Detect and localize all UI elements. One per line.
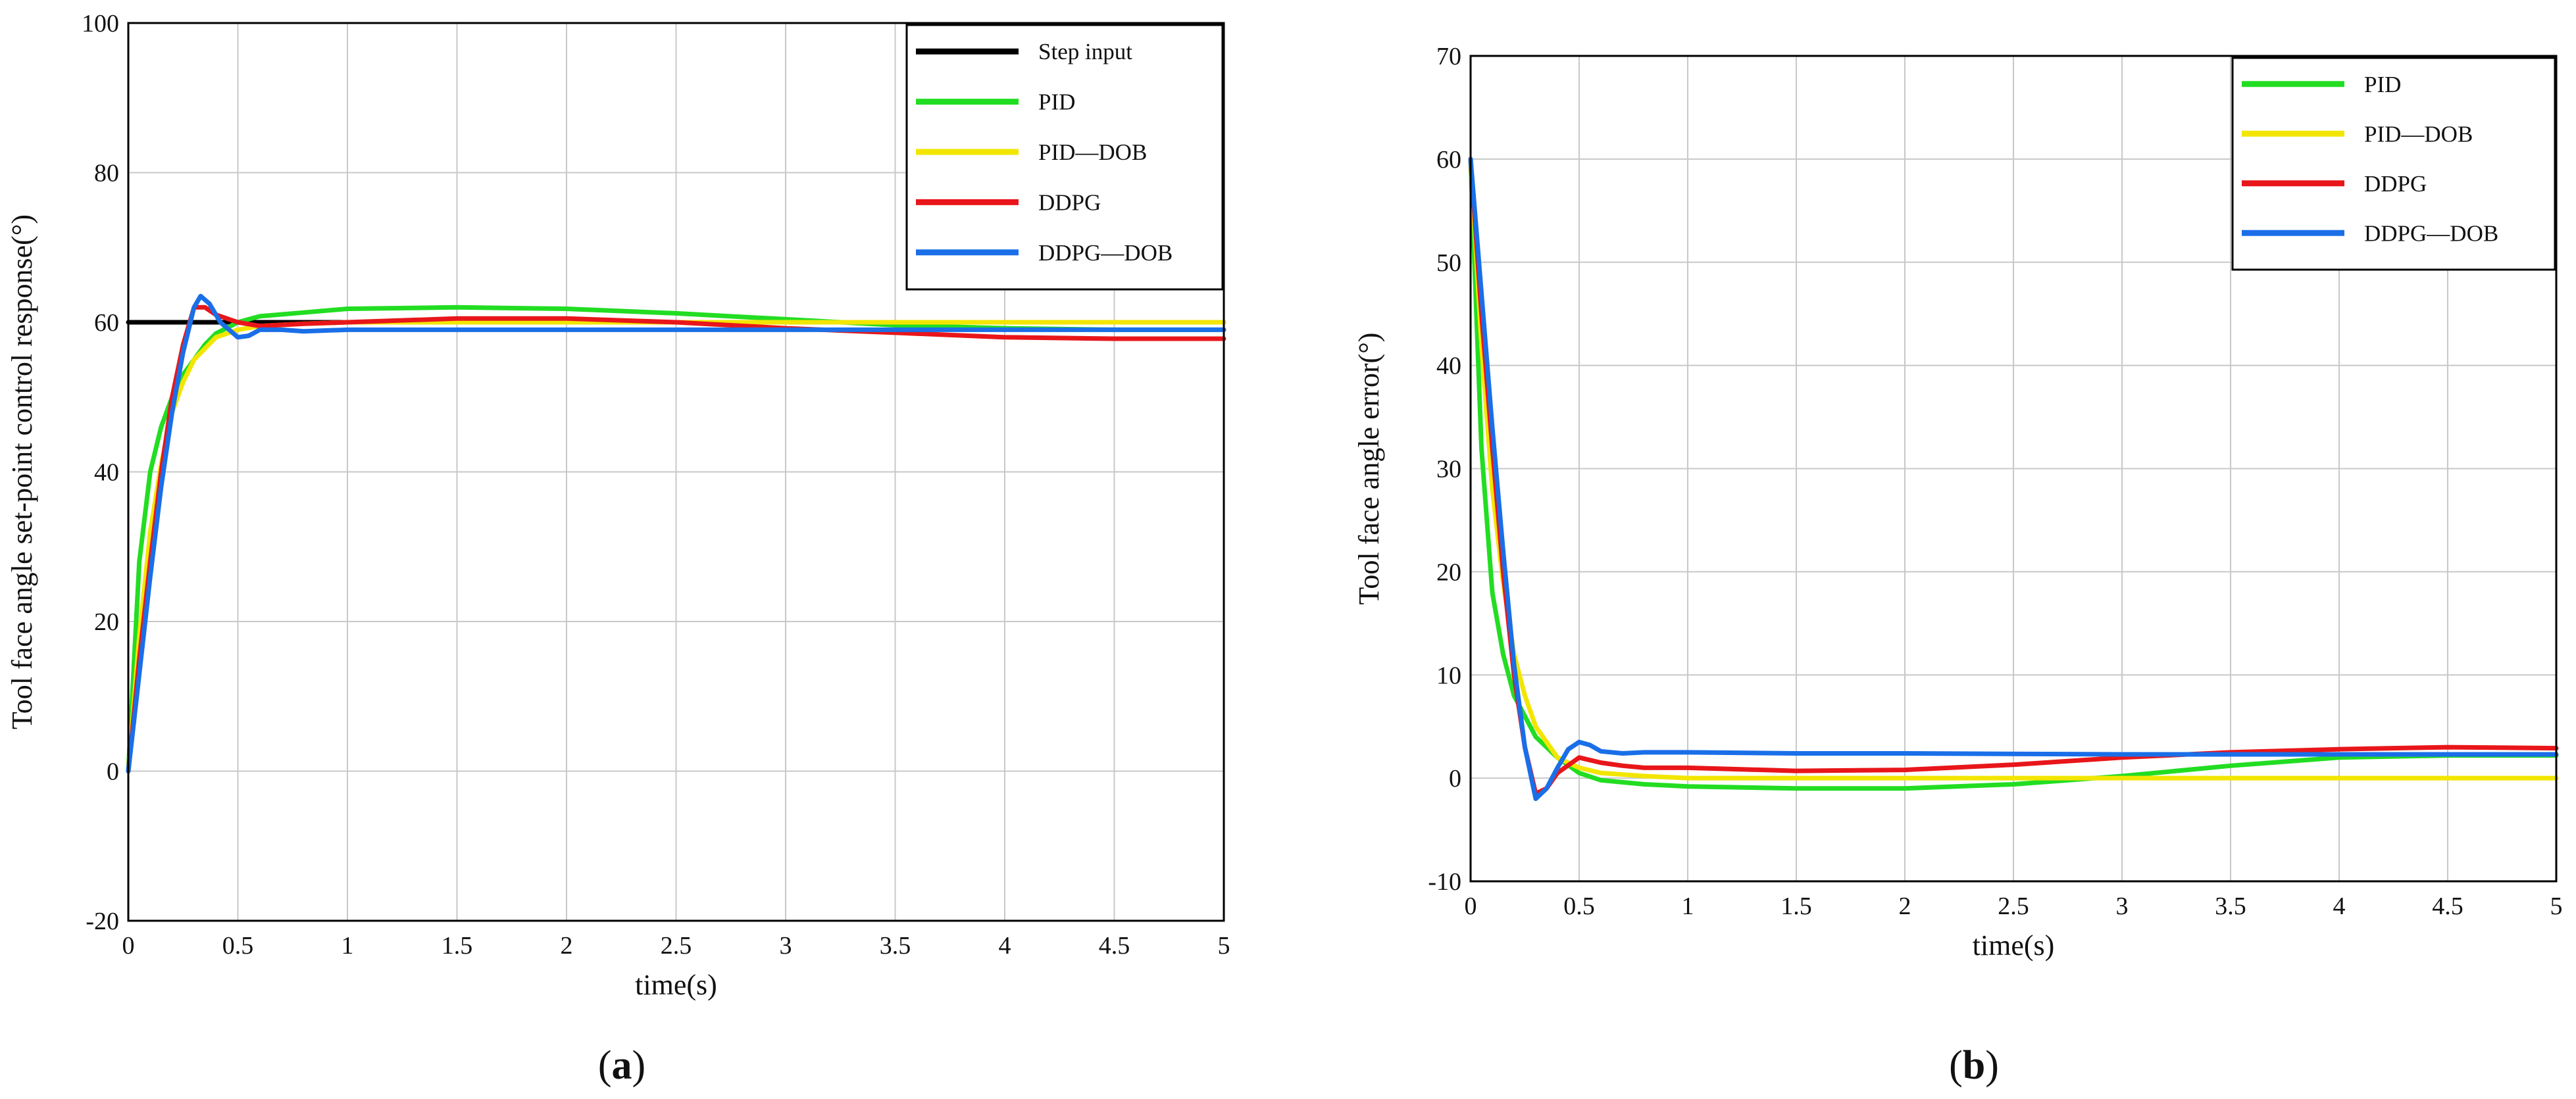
plot-frame	[127, 22, 1225, 922]
x-tick-label: 1.5	[442, 932, 473, 960]
x-tick-label: 4.5	[1099, 932, 1130, 960]
y-tick-label: 0	[1449, 765, 1461, 793]
legend-entry: DDPG—DOB	[2364, 220, 2498, 246]
panel-label-letter: b	[1963, 1043, 1985, 1088]
x-tick-label: 3.5	[2215, 892, 2246, 920]
x-tick-label: 2	[1899, 892, 1911, 920]
panel-label-close: )	[632, 1043, 646, 1088]
y-tick-labels: -10 0 10 20 30 40 50 60 70	[1428, 43, 1461, 896]
x-tick-label: 2	[561, 932, 573, 960]
y-tick-labels: -20 0 20 40 60 80 100	[82, 10, 119, 935]
x-tick-label: 4	[2333, 892, 2346, 920]
legend: Step input PID PID—DOB DDPG DDPG—DOB	[905, 24, 1224, 291]
x-tick-label: 2.5	[1998, 892, 2029, 920]
y-tick-label: 80	[94, 160, 119, 187]
y-tick-label: 70	[1436, 43, 1461, 70]
x-axis-label: time(s)	[1973, 929, 2055, 962]
y-tick-label: 60	[1436, 146, 1461, 174]
y-tick-label: 50	[1436, 249, 1461, 277]
legend-entry: PID	[2364, 72, 2401, 97]
series-line-1	[1468, 157, 2559, 791]
gridlines	[1471, 56, 2556, 881]
legend-entry: PID	[1038, 89, 1075, 115]
y-tick-label: 20	[1436, 558, 1461, 586]
y-tick-label: 100	[82, 10, 119, 37]
series-line-5	[126, 293, 1226, 773]
x-tick-labels: 0 0.5 1 1.5 2 2.5 3 3.5 4 4.5 5	[122, 932, 1230, 960]
legend: PID PID—DOB DDPG DDPG—DOB	[2231, 57, 2556, 271]
x-axis-label: time(s)	[635, 969, 717, 1001]
x-tick-label: 3	[2116, 892, 2129, 920]
y-axis-label: Tool face angle error(°)	[1353, 333, 1385, 605]
panel-label: (a)	[598, 1043, 645, 1088]
x-tick-label: 0	[1465, 892, 1477, 920]
x-tick-label: 1	[1682, 892, 1694, 920]
y-tick-label: 20	[94, 608, 119, 636]
x-tick-label: 4	[999, 932, 1011, 960]
x-tick-label: 1.5	[1780, 892, 1812, 920]
chart-panel-b: 0 0.5 1 1.5 2 2.5 3 3.5 4 4.5 5 -10010203040506070…	[1353, 43, 2563, 1088]
legend-entry: DDPG	[1038, 189, 1101, 215]
y-tick-label: -10	[1428, 868, 1461, 896]
legend-entry: PID—DOB	[1038, 139, 1147, 165]
x-tick-label: 0	[122, 932, 135, 960]
x-tick-label: 5	[1218, 932, 1230, 960]
y-tick-label: 60	[94, 309, 119, 337]
x-tick-label: 4.5	[2432, 892, 2463, 920]
legend-entry: Step input	[1038, 39, 1132, 64]
y-tick-label: 10	[1436, 662, 1461, 689]
x-tick-label: 1	[341, 932, 354, 960]
y-tick-label: 40	[94, 459, 119, 487]
x-tick-label: 0.5	[222, 932, 254, 960]
plot-frame	[1469, 55, 2558, 883]
x-tick-label: 3	[780, 932, 792, 960]
panel-label-open: (	[1949, 1043, 1963, 1088]
panel-label-close: )	[1985, 1043, 1999, 1088]
series-layer	[126, 293, 1226, 773]
y-tick-label: 40	[1436, 353, 1461, 380]
series-layer	[1468, 157, 2559, 801]
panel-label-letter: a	[612, 1043, 632, 1088]
x-tick-label: 2.5	[661, 932, 692, 960]
legend-entry: DDPG—DOB	[1038, 240, 1173, 266]
x-tick-label: 3.5	[880, 932, 911, 960]
legend-entry: PID—DOB	[2364, 121, 2473, 147]
panel-label-open: (	[598, 1043, 612, 1088]
y-tick-label: 30	[1436, 456, 1461, 483]
legend-box	[905, 24, 1224, 291]
panel-label: (b)	[1949, 1043, 1999, 1088]
y-tick-label: 0	[107, 758, 119, 786]
x-tick-labels: 0 0.5 1 1.5 2 2.5 3 3.5 4 4.5 5	[1465, 892, 2563, 920]
y-axis-label: Tool face angle set-point control respon…	[6, 214, 38, 729]
x-tick-label: 5	[2550, 892, 2563, 920]
legend-entry: DDPG	[2364, 171, 2427, 197]
x-tick-label: 0.5	[1563, 892, 1595, 920]
y-tick-label: -20	[86, 908, 119, 935]
series-line-4	[1468, 157, 2559, 801]
